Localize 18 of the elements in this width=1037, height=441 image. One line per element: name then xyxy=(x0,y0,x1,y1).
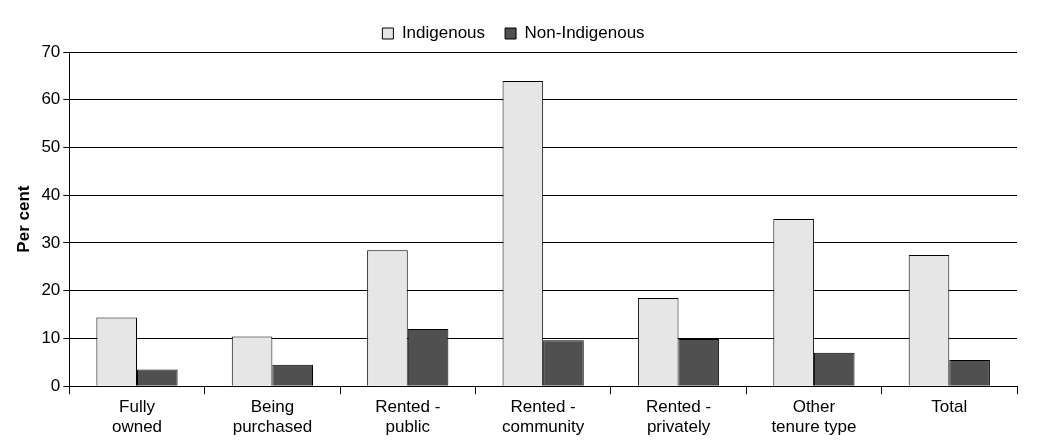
x-tick-label: Rented - community xyxy=(502,397,585,437)
y-tick-label: 30 xyxy=(41,232,61,252)
x-tick-label: Total xyxy=(931,397,968,417)
y-tick-label: 0 xyxy=(50,375,61,395)
y-tick-label: 20 xyxy=(41,280,61,300)
legend-label: Non-Indigenous xyxy=(524,23,645,43)
x-tick-label: Rented - privately xyxy=(645,397,712,437)
y-tick-label: 10 xyxy=(41,328,61,348)
y-tick-label: 40 xyxy=(41,184,61,204)
legend-label: Indigenous xyxy=(401,23,486,43)
x-tick-label: Rented - public xyxy=(375,397,441,437)
y-tick-label: 60 xyxy=(41,89,61,109)
y-tick-label: 70 xyxy=(41,41,61,61)
x-tick-label: Other tenure type xyxy=(771,397,857,437)
x-tick-label: Being purchased xyxy=(232,397,313,437)
x-tick-label: Fully owned xyxy=(111,397,163,437)
y-tick-label: 50 xyxy=(41,137,61,157)
y-axis-title: Per cent xyxy=(13,185,33,253)
